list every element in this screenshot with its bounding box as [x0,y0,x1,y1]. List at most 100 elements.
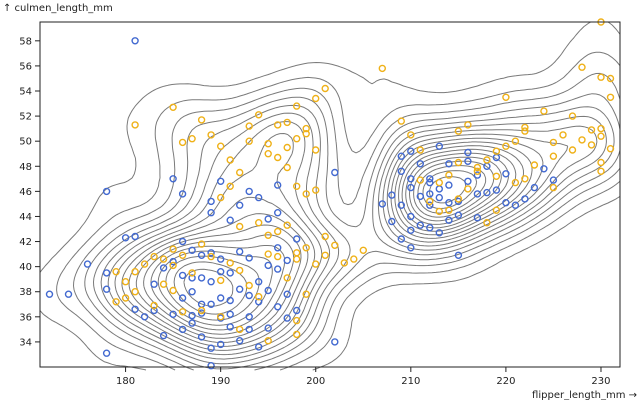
scatter-point-gold [492,172,501,181]
density-contour-line [39,21,621,371]
scatter-point-blue [140,313,149,321]
scatter-point-blue [378,200,386,208]
density-contour-line [157,156,502,326]
scatter-point-gold [454,127,463,135]
x-tick-label: 230 [591,376,610,387]
scatter-point-gold [293,316,301,325]
scatter-point-gold [445,206,453,214]
scatter-point-blue [407,147,415,155]
scatter-point-blue [207,344,215,352]
scatter-point-blue [435,185,443,193]
scatter-point-blue [102,187,111,196]
scatter-point-gold [302,124,310,133]
y-tick-label: 34 [19,337,32,348]
scatter-point-blue [407,226,415,235]
scatter-point-gold [178,138,187,147]
scatter-point-blue [426,201,434,209]
scatter-point-gold [216,193,225,202]
scatter-point-blue [169,257,177,266]
scatter-point-gold [416,176,424,184]
scatter-point-gold [293,330,301,339]
scatter-point-gold [274,121,282,129]
scatter-point-gold [435,207,443,216]
scatter-point-gold [312,146,320,154]
scatter-point-blue [435,229,443,237]
scatter-point-gold [464,121,472,129]
y-tick-label: 58 [19,36,32,47]
scatter-point-gold [264,139,272,148]
scatter-point-gold [283,221,291,229]
scatter-point-gold [283,118,291,127]
scatter-point-blue [235,201,244,209]
scatter-point-blue [226,323,234,331]
scatter-point-blue [473,213,482,222]
scatter-point-blue [426,190,434,198]
scatter-point-blue [207,278,215,286]
scatter-point-gold [597,124,605,133]
scatter-point-gold [112,298,120,306]
scatter-point-blue [245,313,253,321]
scatter-point-blue [388,217,396,226]
scatter-point-gold [178,308,187,316]
scatter-point-gold [502,142,510,150]
scatter-point-gold [302,190,310,198]
scatter-point-gold [169,103,177,112]
scatter-point-blue [293,235,301,243]
scatter-point-gold [540,107,548,115]
x-axis-title: flipper_length_mm → [532,390,637,400]
scatter-point-gold [473,163,482,172]
y-tick-label: 38 [19,287,32,298]
scatter-point-gold [283,143,291,152]
scatter-point-gold [188,269,196,277]
scatter-point-blue [397,235,405,243]
scatter-point-blue [207,362,215,370]
scatter-point-blue [178,271,187,280]
scatter-point-gold [378,64,386,73]
scatter-point-blue [131,305,139,313]
scatter-point-blue [188,288,196,296]
scatter-point-gold [207,131,215,139]
scatter-point-gold [454,195,463,203]
scatter-point-gold [255,293,263,301]
scatter-point-gold [131,288,139,296]
scatter-point-blue [407,175,415,183]
scatter-point-blue [435,142,443,150]
scatter-point-gold [235,168,244,177]
x-tick-label: 220 [496,376,515,387]
scatter-point-blue [178,237,187,246]
scatter-point-gold [521,123,529,132]
scatter-point-blue [102,285,111,293]
scatter-point-blue [226,216,234,224]
scatter-point-blue [464,177,472,186]
scatter-point-blue [445,198,453,207]
scatter-point-blue [426,223,434,232]
x-tick-label: 210 [401,376,420,387]
scatter-point-gold [216,142,225,150]
scatter-point-gold [264,337,272,345]
scatter-point-blue [397,201,405,209]
scatter-point-blue [216,340,225,349]
scatter-point-blue [102,269,111,277]
scatter-point-blue [407,212,415,221]
scatter-point-gold [511,178,520,187]
scatter-point-blue [445,160,453,168]
scatter-point-blue [435,193,443,202]
scatter-point-gold [197,240,206,248]
scatter-point-gold [578,63,586,71]
scatter-point-blue [293,306,301,315]
scatter-point-gold [255,111,263,119]
scatter-point-blue [454,211,463,219]
scatter-point-gold [216,276,225,285]
scatter-point-gold [197,116,206,124]
scatter-point-blue [464,157,472,166]
scatter-point-gold [188,134,196,143]
scatter-point-gold [235,266,244,275]
scatter-point-gold [264,250,272,258]
scatter-point-gold [331,241,339,250]
scatter-point-gold [235,325,244,334]
scatter-point-gold [274,252,282,261]
scatter-point-blue [245,291,253,300]
scatter-point-gold [274,153,282,162]
plot-frame [39,21,621,368]
scatter-point-gold [483,156,491,164]
